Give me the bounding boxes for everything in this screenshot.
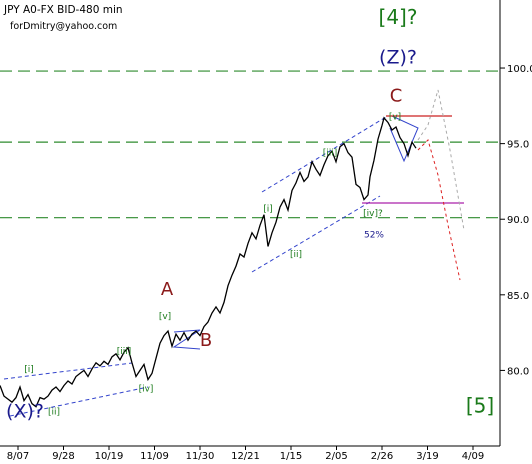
wave-label-8: [ii] (290, 250, 302, 260)
wave-label-2: C (390, 85, 403, 106)
projection-gray (417, 89, 465, 231)
x-tick-label-3: 11/09 (140, 451, 169, 462)
y-tick-label-0: 80.0 (507, 366, 529, 377)
wave-label-4: [iii] (323, 149, 338, 159)
x-tick-label-1: 9/28 (52, 451, 74, 462)
wave-label-13: [i] (24, 365, 34, 375)
wave-label-15: (X)? (6, 400, 44, 422)
x-tick-label-5: 12/21 (231, 451, 260, 462)
y-tick-label-3: 95.0 (507, 140, 529, 151)
wave-label-0: [4]? (379, 5, 418, 29)
wave-label-3: [v] (389, 112, 401, 122)
wave-label-5: [i] (263, 205, 273, 215)
x-tick-label-7: 2/05 (325, 451, 347, 462)
x-tick-label-10: 4/09 (462, 451, 484, 462)
wave-label-12: [iii] (117, 347, 132, 357)
wave-label-11: B (200, 330, 212, 351)
wave-label-9: A (161, 279, 174, 300)
x-tick-label-8: 2/26 (371, 451, 393, 462)
x-axis: 8/07 9/28 10/19 11/09 11/30 12/21 1/15 2/05 2/26… (7, 446, 484, 462)
x-tick-label-9: 3/19 (416, 451, 438, 462)
wave-label-1: (Z)? (379, 47, 417, 69)
y-tick-label-2: 90.0 (507, 215, 529, 226)
chart-subtitle: forDmitry@yahoo.com (10, 21, 117, 32)
x-tick-label-2: 10/19 (95, 451, 124, 462)
price-series (0, 116, 417, 408)
wave-label-6: [iv]? (363, 209, 383, 219)
wave-label-7: 52% (364, 230, 384, 240)
projection-lines (362, 89, 465, 281)
wave-label-17: [5] (466, 394, 494, 418)
y-tick-label-4: 100.0 (507, 64, 532, 75)
x-tick-label-6: 1/15 (280, 451, 302, 462)
x-tick-label-4: 11/30 (186, 451, 215, 462)
y-axis: 80.0 85.0 90.0 95.0 100.0 (500, 64, 532, 377)
wave-label-10: [v] (159, 312, 171, 322)
chart-title: JPY A0-FX BID-480 min (3, 4, 123, 16)
wave-label-16: [ii] (48, 407, 60, 417)
y-tick-label-1: 85.0 (507, 291, 529, 302)
channel-line-0 (3, 362, 133, 380)
channel-line-1 (9, 386, 149, 417)
series-line-0 (0, 116, 417, 408)
horizontal-levels (0, 70, 500, 219)
x-tick-label-0: 8/07 (7, 451, 29, 462)
channel-line-3 (251, 195, 381, 273)
wave-label-14: [iv] (139, 385, 154, 395)
projection-red (417, 139, 461, 281)
channel-line-2 (261, 116, 387, 193)
wave-labels: [4]? (Z)? C [v] [iii] [i] [iv]? 52% [ii] A [v] B [ii… (6, 5, 494, 422)
